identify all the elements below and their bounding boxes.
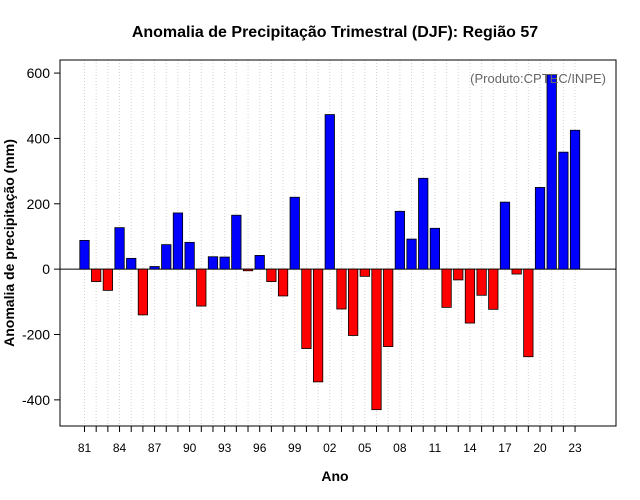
- x-axis-label: Ano: [321, 468, 348, 484]
- bar-93: [219, 256, 230, 270]
- y-tick-label: -200: [22, 327, 50, 343]
- y-tick-label: 400: [27, 130, 51, 146]
- y-tick-label: -400: [22, 392, 50, 408]
- bar-09: [406, 238, 417, 270]
- bar-94: [231, 214, 242, 270]
- x-tick-label: 87: [148, 441, 162, 455]
- bar-17: [499, 201, 511, 270]
- x-tick-label: 14: [463, 441, 477, 455]
- bar-08: [394, 210, 405, 270]
- x-tick-label: 96: [253, 441, 267, 455]
- bar-13: [453, 268, 464, 281]
- plot-frame: [59, 59, 617, 427]
- bar-10: [418, 177, 429, 270]
- chart-title: Anomalia de Precipitação Trimestral (DJF…: [132, 24, 538, 41]
- bar-99: [289, 196, 300, 270]
- bar-86: [137, 268, 148, 316]
- x-tick-label: 11: [429, 441, 442, 455]
- x-tick-label: 02: [323, 441, 337, 455]
- bar-20: [534, 187, 546, 270]
- bar-98: [277, 268, 289, 297]
- x-tick-label: 93: [218, 441, 232, 455]
- x-tick-label: 23: [568, 441, 582, 455]
- bar-06: [371, 268, 382, 411]
- bar-85: [126, 257, 137, 270]
- x-tick-label: 84: [113, 441, 127, 455]
- bar-18: [511, 268, 522, 275]
- y-axis: -400 -200 0 200 400 600: [22, 65, 60, 408]
- bar-87: [149, 266, 160, 270]
- bar-82: [91, 268, 102, 282]
- x-axis: 81 84 87 90 93 96 99 02 05 08 11 14 17 20 23: [78, 426, 582, 455]
- bar-91: [196, 268, 207, 307]
- bar-05: [359, 268, 370, 277]
- bar-16: [488, 268, 499, 310]
- bar-96: [254, 255, 265, 270]
- plot-background: [60, 60, 616, 426]
- bar-12: [441, 268, 452, 308]
- bars: [79, 74, 581, 411]
- y-tick-label: 200: [27, 196, 51, 212]
- x-tick-label: 20: [533, 441, 547, 455]
- bar-22: [558, 151, 569, 270]
- y-tick-label: 600: [27, 65, 51, 81]
- bar-21: [546, 74, 557, 270]
- y-tick-label: 0: [42, 261, 50, 277]
- bar-07: [383, 268, 394, 347]
- bar-04: [348, 268, 359, 336]
- bar-00: [301, 268, 312, 349]
- bar-11: [429, 227, 441, 270]
- x-tick-label: 99: [288, 441, 302, 455]
- credit-text: (Produto:CPTEC/INPE): [470, 71, 606, 86]
- y-axis-label: Anomalia de precipitação (mm): [1, 139, 17, 347]
- bar-81: [79, 239, 90, 270]
- bar-90: [184, 241, 195, 270]
- bar-01: [312, 268, 324, 383]
- bar-03: [336, 268, 347, 310]
- bar-83: [102, 268, 113, 291]
- bar-97: [266, 268, 277, 282]
- bar-95: [242, 268, 254, 272]
- bar-92: [207, 256, 219, 270]
- x-tick-label: 81: [78, 441, 92, 455]
- bar-84: [114, 227, 125, 270]
- bar-14: [464, 268, 476, 324]
- x-tick-label: 08: [393, 441, 407, 455]
- bar-89: [172, 212, 184, 270]
- x-tick-label: 05: [358, 441, 372, 455]
- x-tick-label: 17: [498, 441, 512, 455]
- bar-02: [324, 114, 335, 270]
- x-tick-label: 90: [183, 441, 197, 455]
- bar-88: [161, 244, 172, 270]
- bar-23: [569, 129, 581, 270]
- bar-15: [476, 268, 487, 296]
- bar-19: [523, 268, 534, 358]
